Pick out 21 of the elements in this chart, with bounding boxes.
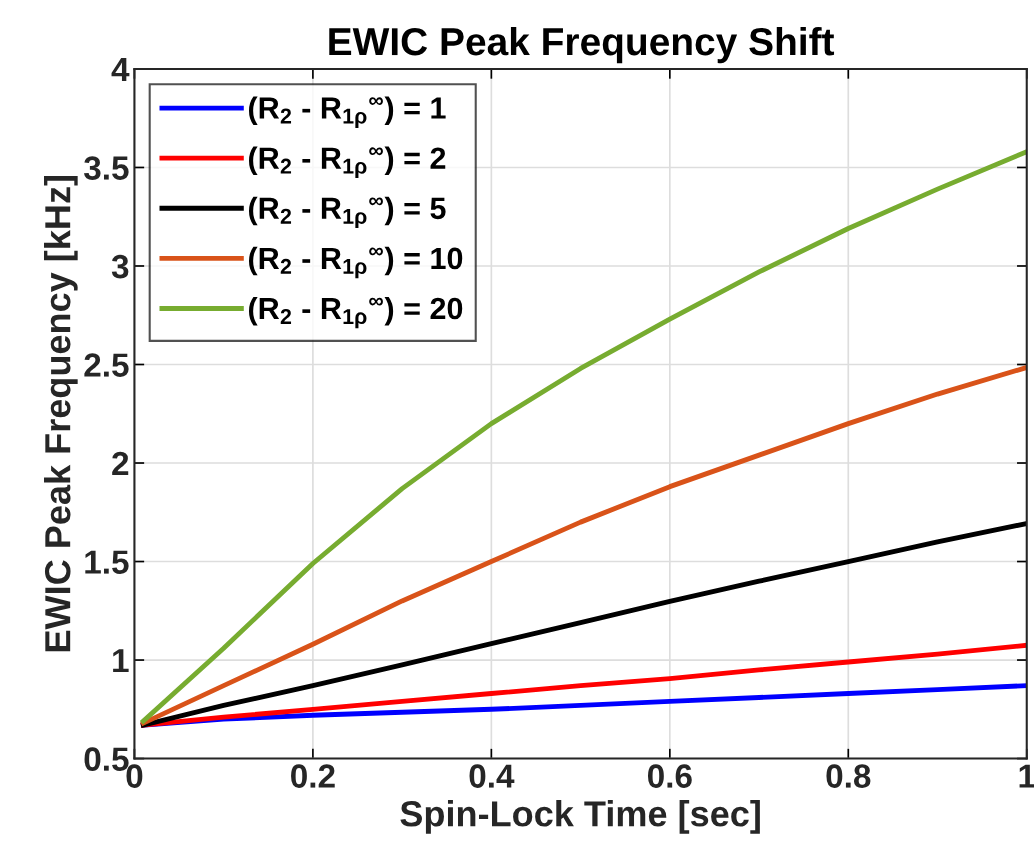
y-tick-label: 3.5 bbox=[83, 156, 129, 180]
y-axis-title: EWIC Peak Frequency [kHz] bbox=[44, 175, 78, 652]
y-tick-label: 4 bbox=[111, 58, 130, 82]
legend-label: (R$_{2}$ - R$_{1ρ}$$^{∞}$) = 2 bbox=[249, 146, 446, 178]
legend-label: (R$_{2}$ - R$_{1ρ}$$^{∞}$) = 20 bbox=[249, 296, 463, 329]
x-tick-label: 0.6 bbox=[647, 764, 692, 788]
y-tick-label: 1.5 bbox=[85, 550, 129, 574]
x-tick-label: 0.4 bbox=[469, 764, 515, 788]
y-tick-label: 2 bbox=[112, 451, 129, 476]
legend-label: (R$_{2}$ - R$_{1ρ}$$^{∞}$) = 5 bbox=[249, 196, 446, 229]
line-series bbox=[140, 521, 1027, 728]
x-tick-label: 0.2 bbox=[291, 764, 335, 788]
y-tick-label: 2.5 bbox=[84, 353, 129, 377]
x-tick-label: 0.8 bbox=[826, 764, 871, 788]
x-axis-title: Spin-Lock Time [sec] bbox=[400, 800, 760, 834]
y-tick-label: 1 bbox=[113, 649, 129, 673]
legend-label: (R$_{2}$ - R$_{1ρ}$$^{∞}$) = 1 bbox=[249, 96, 446, 128]
chart-title: EWIC Peak Frequency Shift bbox=[329, 26, 835, 64]
y-tick-label: 3 bbox=[111, 254, 129, 279]
line-series bbox=[140, 365, 1027, 726]
legend-label: (R$_{2}$ - R$_{1ρ}$$^{∞}$) = 10 bbox=[249, 246, 463, 279]
